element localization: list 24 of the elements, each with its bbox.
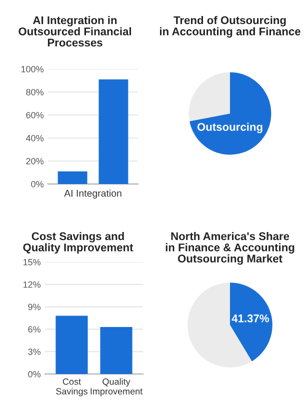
chart-title: AI Integration in Outsourced Financial Processes [18, 16, 132, 47]
x-tick-label: Quality Improvement [90, 378, 143, 396]
y-tick-label: 0% [31, 180, 44, 188]
chart-title: Trend of Outsourcing in Accounting and Finance [160, 16, 300, 38]
pie-slice [188, 72, 230, 122]
pie-slice [230, 282, 272, 362]
y-tick-label: 20% [26, 158, 44, 164]
y-tick-label: 15% [23, 259, 41, 266]
y-tick-label: 12% [23, 281, 41, 288]
y-tick-label: 9% [28, 304, 41, 310]
y-tick-label: 100% [21, 66, 44, 72]
y-tick-label: 40% [26, 134, 44, 142]
y-tick-label: 0% [28, 370, 41, 378]
slice-label: Outsourcing [197, 122, 262, 134]
y-tick-label: 6% [28, 326, 41, 333]
data-label: 41.37% [232, 314, 269, 322]
chart-title: Cost Savings and Quality Improvement [23, 232, 134, 254]
y-tick-label: 80% [26, 88, 44, 96]
y-tick-label: 60% [26, 112, 44, 118]
x-tick-label: Cost Savings [56, 378, 88, 396]
chart-title: North America's Share in Finance & Accounting Outsourcing Market [166, 232, 294, 265]
y-tick-label: 3% [28, 348, 41, 355]
x-axis-title: AI Integration [64, 190, 122, 199]
pie-slice [190, 72, 272, 155]
